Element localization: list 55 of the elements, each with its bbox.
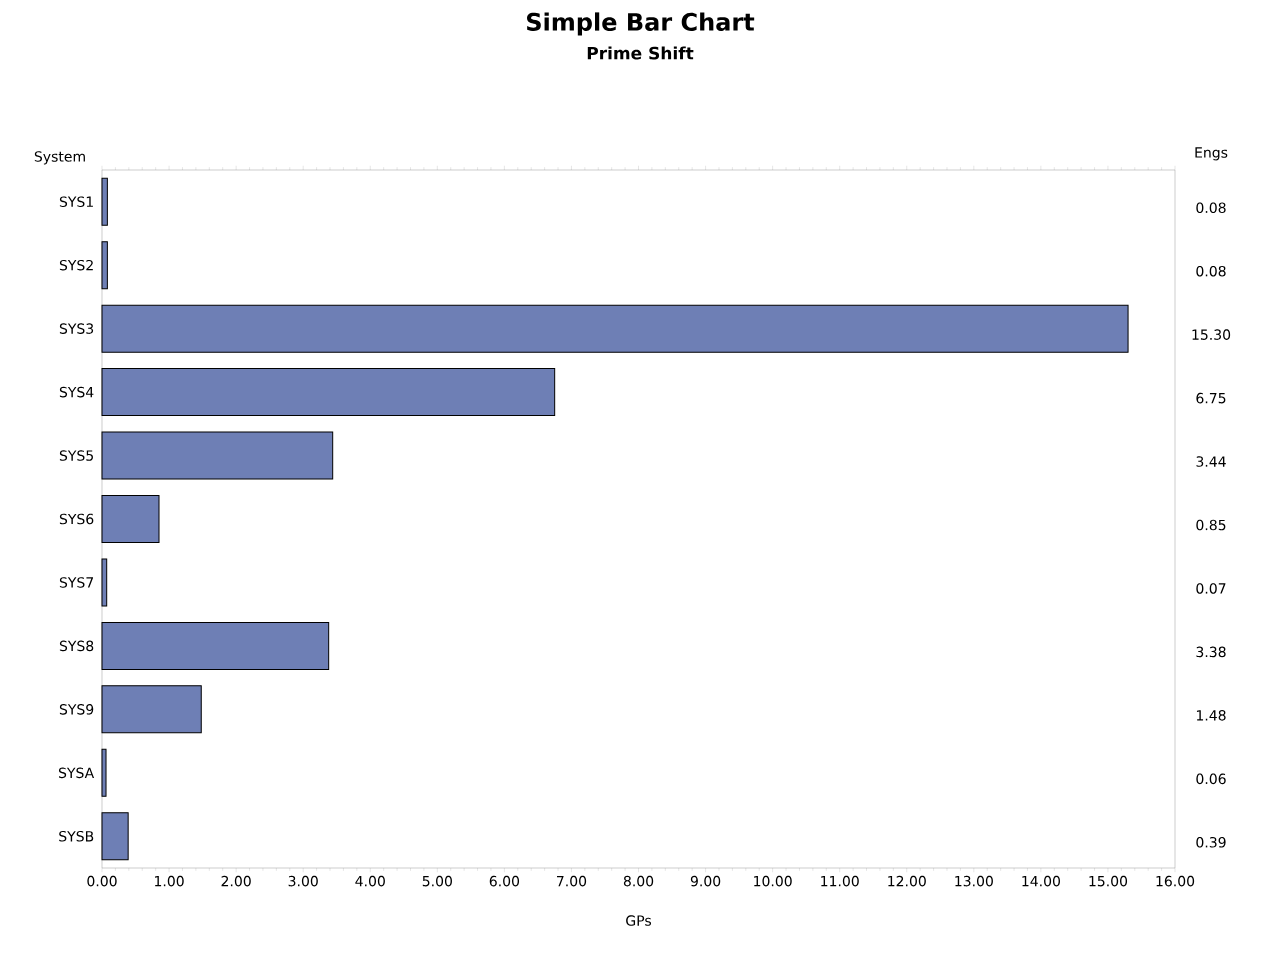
x-tick-label: 9.00 <box>690 875 721 887</box>
y-tick-label: SYS9 <box>59 704 94 715</box>
y-tick-label: SYSA <box>58 767 95 779</box>
x-tick-label: 2.00 <box>221 875 251 887</box>
chart-subtitle: Prime Shift <box>587 46 694 60</box>
data-label: 0.85 <box>1196 519 1226 531</box>
bar <box>101 558 108 607</box>
x-tick-label: 16.00 <box>1156 875 1195 887</box>
x-tick-label: 6.00 <box>489 875 520 887</box>
data-label: 6.75 <box>1196 392 1226 404</box>
x-tick-label: 14.00 <box>1022 875 1060 887</box>
bar <box>101 241 108 290</box>
x-tick-label: 1.00 <box>155 875 184 887</box>
y-tick-label: SYS1 <box>59 196 93 208</box>
bar <box>101 177 108 226</box>
y-axis-title: System <box>34 151 85 165</box>
x-tick-label: 12.00 <box>888 875 926 887</box>
data-label: 0.08 <box>1196 265 1226 277</box>
y-tick-label: SYS4 <box>59 386 94 398</box>
x-tick-label: 0.00 <box>87 875 117 887</box>
y-tick-label: SYS6 <box>59 513 94 525</box>
bar <box>101 685 202 734</box>
y-tick-label: SYS2 <box>59 259 93 271</box>
y-tick-label: SYS3 <box>59 323 94 334</box>
bar <box>101 621 330 670</box>
x-tick-label: 8.00 <box>623 875 654 887</box>
x-tick-label: 13.00 <box>955 875 993 887</box>
y2-axis-title: Engs <box>1195 147 1228 161</box>
data-label: 3.44 <box>1196 456 1226 467</box>
bar <box>101 495 160 544</box>
y-tick-label: SYSB <box>59 830 94 842</box>
data-label: 0.07 <box>1196 583 1226 594</box>
x-tick-label: 3.00 <box>288 875 318 887</box>
data-label: 0.06 <box>1196 773 1226 785</box>
x-axis-title: GPs <box>626 915 652 926</box>
bar <box>101 368 556 417</box>
x-tick-label: 15.00 <box>1089 875 1128 887</box>
data-label: 1.48 <box>1196 710 1226 721</box>
y-tick-label: SYS8 <box>59 640 94 652</box>
y-tick-label: SYS5 <box>59 450 93 461</box>
bar <box>101 812 129 861</box>
x-tick-label: 5.00 <box>422 875 452 887</box>
data-label: 15.30 <box>1192 329 1231 340</box>
x-tick-label: 11.00 <box>821 875 859 887</box>
data-label: 3.38 <box>1196 646 1226 658</box>
data-label: 0.08 <box>1196 202 1226 214</box>
bar <box>101 748 107 797</box>
y-tick-label: SYS7 <box>59 577 94 588</box>
x-tick-label: 4.00 <box>355 875 385 887</box>
bar <box>101 431 334 480</box>
x-tick-label: 10.00 <box>754 875 792 887</box>
x-tick-label: 7.00 <box>557 875 587 887</box>
data-label: 0.39 <box>1196 836 1226 848</box>
bar <box>101 304 1129 353</box>
chart-title: Simple Bar Chart <box>527 12 755 36</box>
